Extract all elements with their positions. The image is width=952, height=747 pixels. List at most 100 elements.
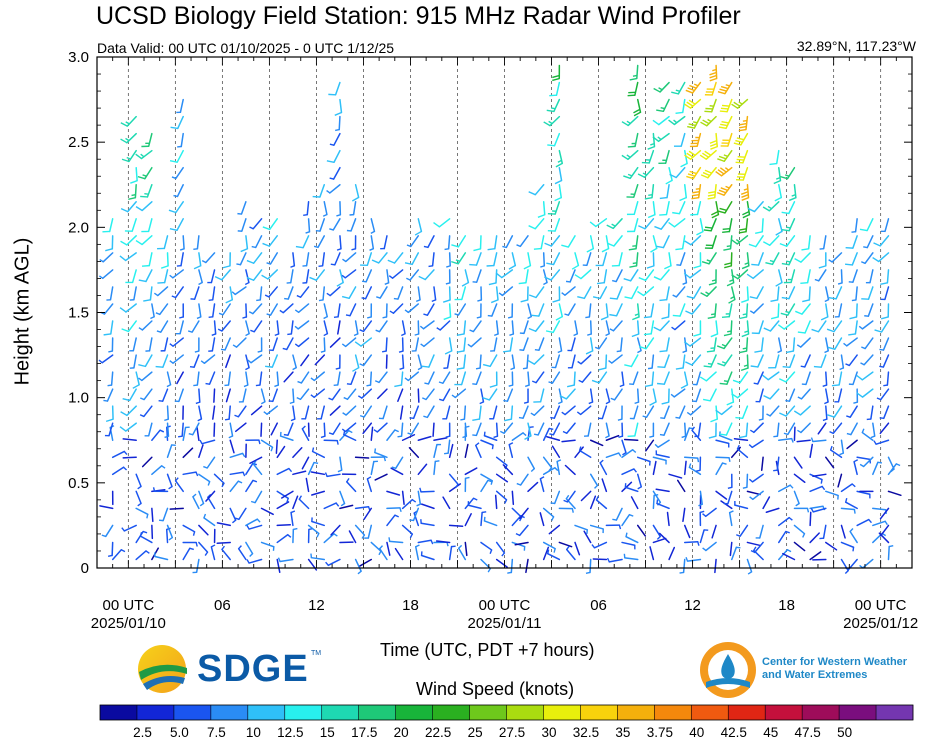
barb-half-feather bbox=[510, 367, 515, 371]
barb-staff bbox=[133, 286, 137, 301]
barb-staff bbox=[558, 541, 573, 548]
colorbar-swatch bbox=[543, 705, 581, 720]
wind-barb bbox=[527, 456, 536, 472]
barb-staff bbox=[689, 337, 702, 347]
wind-barb bbox=[336, 269, 344, 287]
barb-feather bbox=[735, 416, 743, 419]
barb-staff bbox=[644, 269, 655, 282]
barb-half-feather bbox=[200, 360, 205, 364]
barb-staff bbox=[216, 522, 231, 527]
barb-half-feather bbox=[205, 382, 210, 385]
barb-staff bbox=[636, 64, 639, 80]
wind-barb bbox=[107, 541, 114, 557]
barb-staff bbox=[587, 422, 592, 437]
wind-barb bbox=[409, 507, 420, 522]
barb-half-feather bbox=[138, 327, 143, 331]
wind-barb bbox=[766, 405, 780, 417]
barb-staff bbox=[705, 541, 717, 552]
barb-staff bbox=[268, 235, 278, 247]
barb-half-feather bbox=[822, 418, 828, 422]
barb-half-feather bbox=[548, 120, 553, 125]
barb-staff bbox=[141, 235, 153, 246]
wind-barb bbox=[636, 456, 651, 466]
barb-staff bbox=[108, 218, 114, 233]
barb-staff bbox=[715, 201, 720, 216]
barb-feather bbox=[709, 142, 718, 147]
wind-barb bbox=[334, 98, 343, 116]
barb-half-feather bbox=[290, 418, 296, 422]
barb-staff bbox=[605, 388, 611, 403]
barb-half-feather bbox=[479, 401, 484, 405]
barb-staff bbox=[833, 405, 843, 418]
barb-feather bbox=[169, 228, 178, 231]
wind-barb bbox=[780, 166, 796, 180]
barb-staff bbox=[457, 303, 467, 316]
barb-staff bbox=[463, 320, 467, 335]
wind-barb bbox=[456, 337, 467, 353]
wind-barb bbox=[608, 354, 623, 364]
barb-half-feather bbox=[725, 84, 730, 87]
barb-feather bbox=[334, 111, 342, 116]
wind-barb bbox=[577, 354, 592, 365]
wind-barb bbox=[448, 483, 462, 493]
barb-feather bbox=[746, 273, 754, 279]
wind-barb bbox=[382, 303, 388, 319]
barb-staff bbox=[852, 235, 858, 249]
y-tick-label: 2.0 bbox=[68, 219, 89, 236]
wind-barb bbox=[151, 465, 166, 476]
barb-half-feather bbox=[476, 316, 481, 319]
barb-feather bbox=[554, 196, 562, 202]
barb-half-feather bbox=[618, 435, 623, 439]
wind-barb bbox=[377, 388, 388, 400]
barb-staff bbox=[723, 184, 733, 196]
wind-barb bbox=[391, 456, 404, 470]
wind-barb bbox=[524, 422, 532, 441]
barb-staff bbox=[666, 337, 670, 352]
barb-staff bbox=[783, 320, 796, 330]
barb-staff bbox=[574, 320, 579, 335]
barb-staff bbox=[149, 286, 153, 301]
barb-staff bbox=[198, 252, 202, 267]
wind-barb bbox=[287, 320, 294, 336]
barb-half-feather bbox=[637, 486, 642, 490]
wind-barb bbox=[236, 252, 247, 266]
wind-barb bbox=[715, 456, 731, 462]
barb-staff bbox=[182, 235, 185, 250]
barb-staff bbox=[846, 439, 858, 450]
wind-barb bbox=[326, 149, 341, 164]
colorbar-swatch bbox=[432, 705, 470, 720]
wind-barb bbox=[673, 132, 686, 147]
wind-barb bbox=[328, 81, 341, 96]
barb-staff bbox=[245, 235, 249, 250]
barb-staff bbox=[630, 286, 639, 300]
barb-staff bbox=[745, 337, 749, 352]
barb-staff bbox=[652, 456, 667, 462]
wind-barb bbox=[245, 518, 261, 527]
wind-barb bbox=[317, 405, 326, 420]
barb-feather bbox=[596, 282, 605, 285]
wind-barb bbox=[656, 235, 670, 249]
barb-feather bbox=[135, 153, 142, 160]
barb-staff bbox=[354, 506, 370, 510]
barb-staff bbox=[668, 166, 673, 182]
barb-feather bbox=[741, 197, 749, 201]
barb-staff bbox=[307, 461, 315, 476]
barb-half-feather bbox=[234, 414, 239, 418]
barb-staff bbox=[125, 422, 137, 432]
wind-barb bbox=[683, 456, 700, 463]
barb-half-feather bbox=[152, 487, 156, 492]
barb-feather bbox=[707, 194, 716, 197]
barb-feather bbox=[717, 362, 725, 367]
wind-barb bbox=[341, 337, 357, 348]
wind-barb bbox=[531, 303, 545, 317]
wind-barb bbox=[626, 184, 639, 198]
barb-half-feather bbox=[548, 381, 553, 384]
wind-barb bbox=[386, 507, 402, 512]
wind-barb bbox=[261, 269, 278, 280]
barb-half-feather bbox=[775, 176, 781, 180]
barb-feather bbox=[780, 312, 789, 316]
barb-half-feather bbox=[660, 107, 665, 110]
barb-feather bbox=[710, 145, 718, 150]
wind-barb bbox=[122, 456, 137, 459]
wind-barb bbox=[193, 252, 202, 270]
